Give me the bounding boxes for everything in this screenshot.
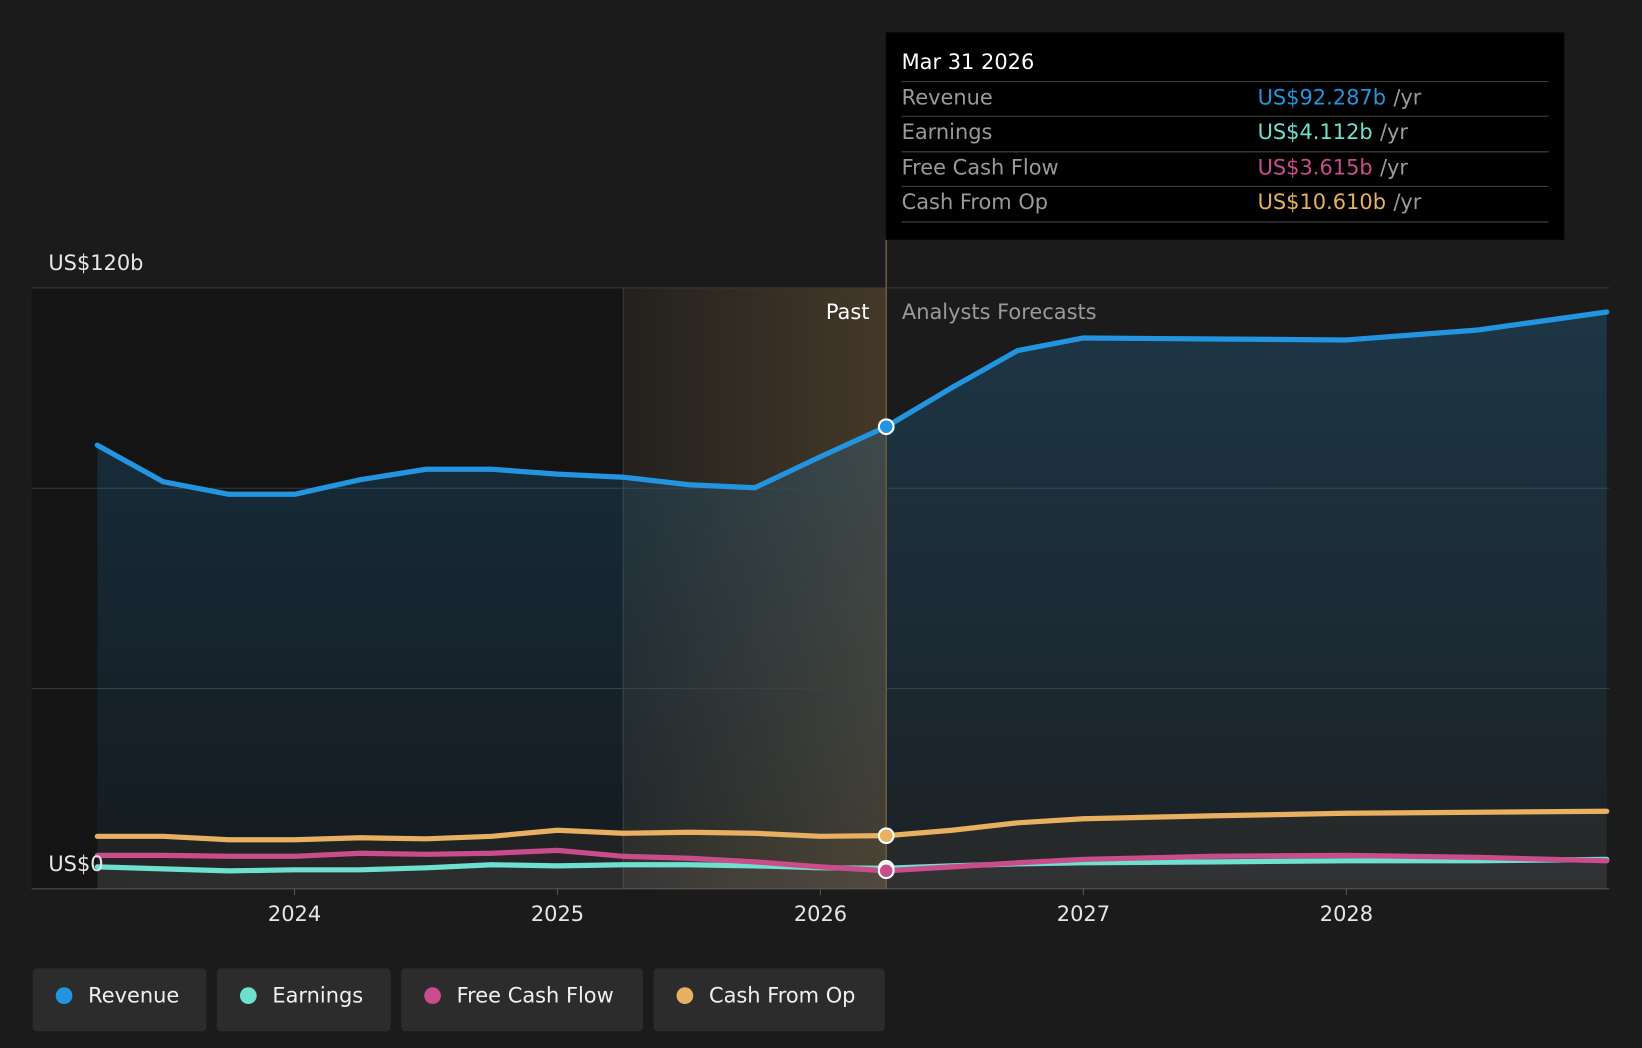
legend-swatch [676, 987, 694, 1005]
series-line [94, 847, 1610, 874]
x-tick-label: 2028 [1320, 902, 1373, 926]
legend-item[interactable]: Revenue [32, 968, 207, 1032]
tooltip-unit: /yr [1393, 85, 1421, 109]
legend-swatch [424, 987, 441, 1005]
tooltip-unit: /yr [1380, 120, 1408, 144]
series-line [94, 808, 1610, 843]
y-tick-label: US$0 [48, 852, 103, 876]
legend-button[interactable] [32, 968, 207, 1032]
legend-button[interactable] [653, 968, 885, 1032]
y-tick-label: US$120b [48, 251, 143, 275]
tooltip-value-amount: US$92.287b [1258, 85, 1386, 109]
legend-button[interactable] [216, 968, 391, 1032]
tooltip: Mar 31 2026 Revenue US$92.287b/yr Earnings U… [885, 32, 1565, 240]
hover-point [877, 827, 895, 845]
legend-label[interactable]: Earnings [272, 984, 363, 1008]
tooltip-name: Cash From Op [902, 190, 1048, 214]
tooltip-unit: /yr [1393, 190, 1421, 214]
legend-swatch [55, 987, 73, 1005]
legend-item[interactable]: Cash From Op [653, 968, 885, 1032]
tooltip-value: US$10.610b/yr [1258, 190, 1422, 214]
tooltip-unit: /yr [1380, 156, 1408, 180]
hover-point [877, 862, 895, 880]
tooltip-name: Earnings [902, 120, 993, 144]
tooltip-value: US$92.287b/yr [1258, 85, 1422, 109]
hover-point [877, 418, 895, 436]
tooltip-box [885, 32, 1565, 240]
x-tick-label: 2027 [1057, 902, 1110, 926]
legend-item[interactable]: Free Cash Flow [401, 968, 644, 1032]
past-label: Past [826, 300, 870, 324]
forecast-label: Analysts Forecasts [902, 300, 1097, 324]
tooltip-name: Free Cash Flow [902, 156, 1059, 180]
x-tick-label: 2025 [531, 902, 584, 926]
legend-label[interactable]: Cash From Op [709, 984, 855, 1008]
series-line [94, 309, 1610, 497]
tooltip-value-amount: US$10.610b [1258, 190, 1386, 214]
legend-label[interactable]: Revenue [88, 984, 179, 1008]
x-tick-label: 2024 [268, 902, 321, 926]
legend-item[interactable]: Earnings [216, 968, 391, 1032]
tooltip-value: US$3.615b/yr [1258, 156, 1409, 180]
legend-label[interactable]: Free Cash Flow [457, 984, 614, 1008]
series-area [97, 311, 1607, 889]
x-tick-label: 2026 [794, 902, 847, 926]
tooltip-value-amount: US$3.615b [1258, 156, 1373, 180]
legend-button[interactable] [401, 968, 644, 1032]
legend-swatch [239, 987, 257, 1005]
tooltip-value-amount: US$4.112b [1258, 120, 1373, 144]
tooltip-name: Revenue [902, 85, 993, 109]
series-area [97, 811, 1607, 889]
tooltip-value: US$4.112b/yr [1258, 120, 1409, 144]
tooltip-date: Mar 31 2026 [902, 50, 1035, 74]
series-line [94, 856, 1610, 874]
